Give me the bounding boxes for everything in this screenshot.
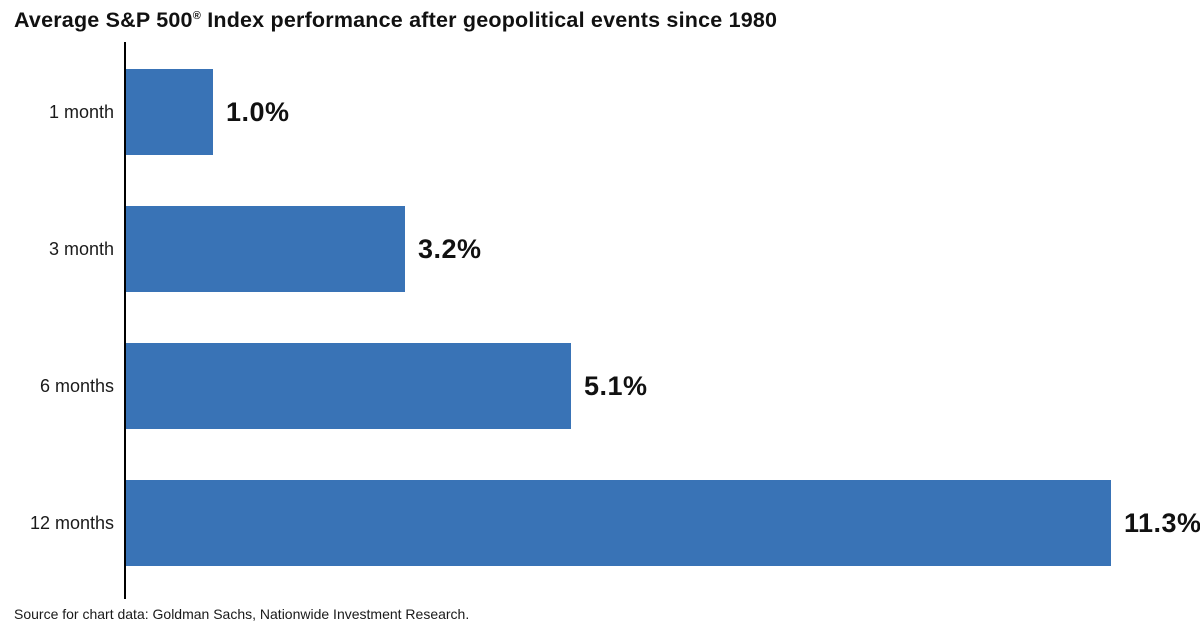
page-title: Average S&P 500® Index performance after…	[14, 8, 1184, 33]
category-label: 3 month	[48, 238, 114, 259]
source-note: Source for chart data: Goldman Sachs, Na…	[14, 606, 470, 622]
bar	[126, 480, 1111, 566]
bar-row: 1.0%	[126, 69, 1200, 155]
category-label: 1 month	[48, 101, 114, 122]
bar	[126, 69, 213, 155]
chart-page: Average S&P 500® Index performance after…	[14, 8, 1200, 622]
bar	[126, 343, 571, 429]
title-prefix: Average S&P 500	[14, 8, 193, 32]
value-label: 5.1%	[584, 370, 648, 401]
bar-row: 11.3%	[126, 480, 1200, 566]
bar-row: 5.1%	[126, 343, 1200, 429]
plot-area-with-axis-line: 1.0% 3.2% 5.1% 11.3%	[124, 42, 1200, 599]
value-label: 3.2%	[418, 233, 482, 264]
bar-chart: 1 month 3 month 6 months 12 months 1.0% 3.2%…	[14, 42, 1200, 599]
category-label: 6 months	[39, 375, 114, 396]
value-label: 11.3%	[1124, 507, 1200, 538]
value-label: 1.0%	[226, 96, 290, 127]
bar	[126, 206, 405, 292]
category-label: 12 months	[29, 512, 114, 533]
category-labels: 1 month 3 month 6 months 12 months	[14, 42, 124, 599]
title-suffix: Index performance after geopolitical eve…	[201, 8, 778, 32]
registered-trademark-mark: ®	[192, 9, 202, 22]
bar-row: 3.2%	[126, 206, 1200, 292]
